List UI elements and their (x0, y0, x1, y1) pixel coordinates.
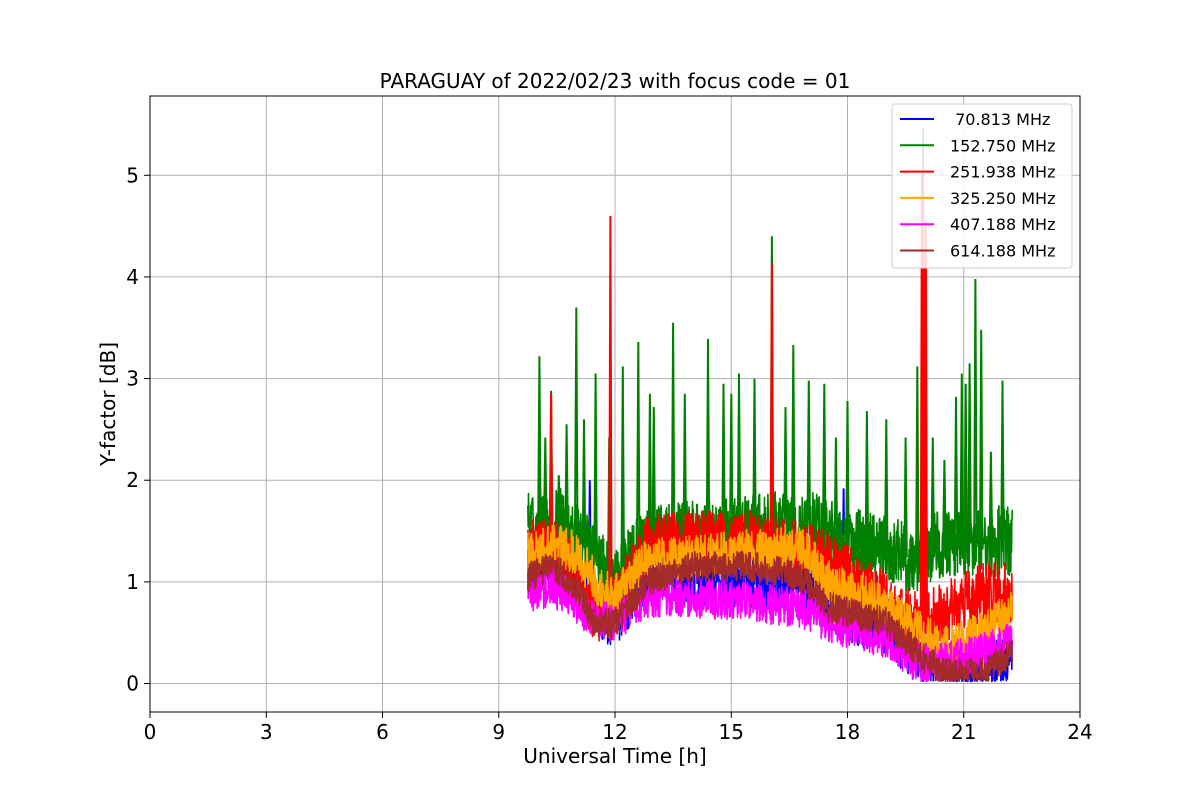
series-spike (651, 406, 656, 541)
x-axis-label: Universal Time [h] (523, 744, 706, 768)
series-spike (636, 341, 641, 552)
series-spike (963, 383, 968, 542)
x-tick-label: 3 (260, 720, 273, 744)
legend-label: 407.188 MHz (950, 215, 1055, 234)
series-spike (791, 344, 796, 523)
y-axis-label: Y-factor [dB] (96, 342, 120, 467)
series-spike (942, 459, 947, 542)
legend-label: 152.750 MHz (950, 136, 1055, 155)
x-tick-label: 6 (376, 720, 389, 744)
y-tick-label: 1 (126, 570, 139, 594)
series-spike (721, 383, 726, 534)
series-spike (845, 400, 850, 542)
series-spike (574, 307, 579, 532)
x-tick-label: 24 (1067, 720, 1092, 744)
y-tick-label: 3 (126, 367, 139, 391)
series-spike (752, 378, 757, 531)
series-spike (783, 406, 788, 525)
series-spike (537, 356, 542, 524)
series-spike (884, 419, 889, 552)
series-spike (556, 475, 561, 524)
series-spike (953, 396, 959, 542)
x-tick-label: 21 (951, 720, 976, 744)
series-spike (729, 393, 734, 533)
x-tick-label: 9 (492, 720, 505, 744)
series-spike (806, 380, 811, 526)
legend-label: 325.250 MHz (950, 189, 1055, 208)
legend-box (891, 103, 1073, 269)
legend-label: 70.813 MHz (950, 110, 1050, 129)
x-tick-label: 12 (602, 720, 627, 744)
series-spike (988, 451, 994, 542)
legend-label: 251.938 MHz (950, 163, 1055, 182)
series-spike (822, 383, 827, 535)
series-spike (967, 363, 972, 542)
series-spike (903, 437, 908, 558)
series-spike (682, 393, 687, 538)
series-spike (1000, 380, 1005, 542)
x-tick-label: 15 (719, 720, 744, 744)
series-spike (959, 373, 964, 542)
series-spike (769, 263, 775, 546)
chart-title: PARAGUAY of 2022/02/23 with focus code =… (380, 69, 851, 93)
series-spike (736, 373, 742, 533)
y-tick-label: 0 (126, 672, 139, 696)
series-spike (930, 437, 935, 550)
series-spike (548, 393, 554, 547)
series-spike (543, 437, 548, 523)
series-spike (608, 215, 613, 609)
x-tick-label: 18 (835, 720, 860, 744)
legend: 70.813 MHz 152.750 MHz 251.938 MHz 325.250 … (891, 103, 1073, 269)
y-tick-label: 4 (126, 265, 139, 289)
y-tick-label: 5 (126, 163, 139, 187)
series-spike (864, 411, 870, 547)
series-spike (979, 329, 984, 542)
x-tick-label: 0 (144, 720, 157, 744)
legend-label: 614.188 MHz (950, 242, 1055, 261)
series-spike (620, 366, 625, 572)
series-spike (833, 437, 839, 539)
series-spike (581, 419, 587, 544)
series-spike (973, 278, 978, 542)
y-tick-label: 2 (126, 468, 139, 492)
series-spike (705, 338, 711, 535)
series-spike (670, 322, 676, 539)
series-line (527, 550, 1013, 683)
series-spike (593, 373, 598, 562)
series-spike (564, 424, 569, 527)
series-spike (915, 366, 920, 562)
series-spike (647, 393, 653, 541)
